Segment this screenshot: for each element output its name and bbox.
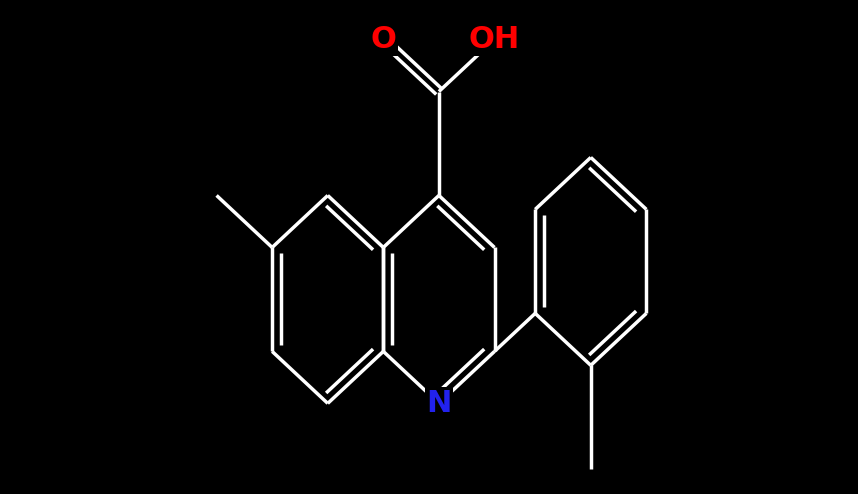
Text: OH: OH [468, 25, 520, 54]
Text: N: N [426, 389, 451, 418]
Text: O: O [371, 25, 396, 54]
